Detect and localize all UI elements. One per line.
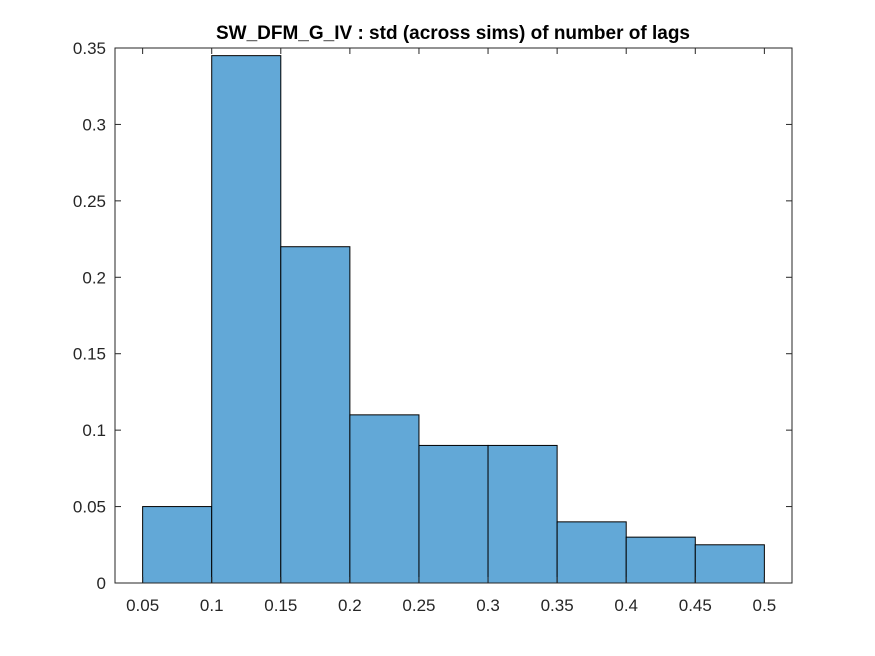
histogram-bar-8 bbox=[625, 536, 696, 584]
y-tick-label: 0.05 bbox=[73, 498, 106, 517]
bars-group bbox=[142, 55, 765, 584]
y-tick-label: 0 bbox=[97, 574, 106, 593]
y-tick-label: 0.1 bbox=[82, 421, 106, 440]
y-tick-label: 0.2 bbox=[82, 268, 106, 287]
x-tick-label: 0.25 bbox=[402, 596, 435, 615]
x-tick-label: 0.15 bbox=[264, 596, 297, 615]
y-axis-ticks: 0 0.05 0.1 0.15 0.2 0.25 0.3 0.35 bbox=[73, 39, 792, 593]
x-tick-label: 0.5 bbox=[753, 596, 777, 615]
histogram-bar-2 bbox=[211, 55, 282, 584]
y-tick-label: 0.35 bbox=[73, 39, 106, 58]
histogram-bar-7 bbox=[556, 521, 627, 584]
y-tick-label: 0.3 bbox=[82, 115, 106, 134]
x-tick-label: 0.05 bbox=[126, 596, 159, 615]
axes-group bbox=[114, 47, 793, 584]
histogram-bar-9 bbox=[694, 544, 765, 584]
x-tick-label: 0.1 bbox=[200, 596, 224, 615]
histogram-bar-4 bbox=[349, 414, 420, 584]
x-tick-label: 0.4 bbox=[614, 596, 638, 615]
histogram-bar-6 bbox=[487, 444, 558, 584]
histogram-bar-1 bbox=[142, 506, 213, 584]
histogram-bar-3 bbox=[280, 246, 351, 584]
plot-area-box bbox=[114, 47, 793, 584]
x-tick-label: 0.3 bbox=[476, 596, 500, 615]
y-tick-label: 0.15 bbox=[73, 345, 106, 364]
chart-title: SW_DFM_G_IV : std (across sims) of numbe… bbox=[216, 23, 690, 44]
x-tick-label: 0.45 bbox=[679, 596, 712, 615]
histogram-bar-5 bbox=[418, 444, 489, 584]
x-tick-label: 0.2 bbox=[338, 596, 362, 615]
x-axis-ticks: 0.05 0.1 0.15 0.2 0.25 0.3 0.35 0.4 0.45 0.5 bbox=[126, 48, 776, 615]
y-tick-label: 0.25 bbox=[73, 192, 106, 211]
x-tick-label: 0.35 bbox=[541, 596, 574, 615]
